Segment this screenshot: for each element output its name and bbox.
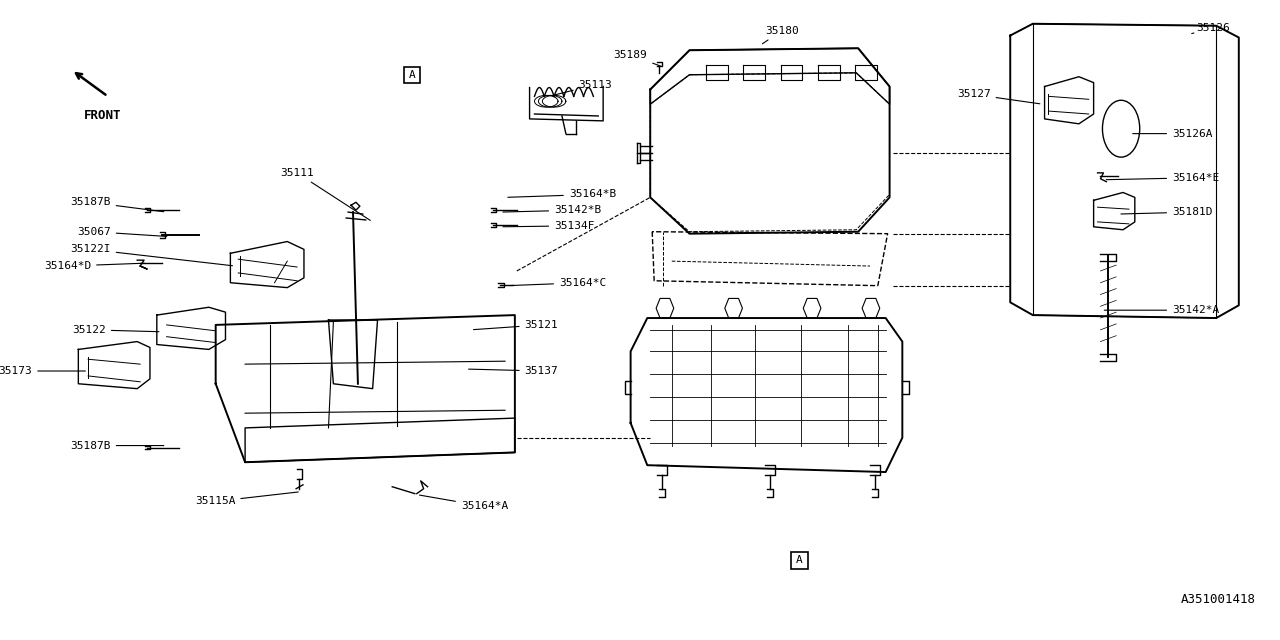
Text: A: A: [408, 70, 415, 80]
Text: 35187B: 35187B: [70, 440, 164, 451]
Text: 35111: 35111: [280, 168, 370, 220]
Text: 35122I: 35122I: [70, 244, 233, 266]
Text: 35164*B: 35164*B: [508, 189, 616, 200]
Text: A: A: [796, 556, 803, 565]
Bar: [791, 552, 808, 568]
Text: 35181D: 35181D: [1121, 207, 1212, 217]
Text: 35121: 35121: [474, 320, 558, 330]
Text: 35142*B: 35142*B: [503, 205, 602, 215]
Text: 35164*A: 35164*A: [420, 495, 508, 511]
Text: 35126A: 35126A: [1133, 129, 1212, 139]
Text: 35189: 35189: [613, 50, 660, 66]
Text: 35127: 35127: [957, 90, 1039, 104]
Text: 35164*E: 35164*E: [1106, 173, 1220, 183]
Text: 35126: 35126: [1192, 22, 1230, 33]
Text: 35137: 35137: [468, 366, 558, 376]
Text: 35164*D: 35164*D: [44, 261, 145, 271]
Text: A351001418: A351001418: [1180, 593, 1256, 607]
Text: 35142*A: 35142*A: [1105, 305, 1220, 315]
Text: 35187B: 35187B: [70, 197, 164, 212]
Bar: [403, 67, 420, 83]
Text: FRONT: FRONT: [84, 109, 122, 122]
Text: 35134F: 35134F: [503, 221, 595, 231]
Text: 35113: 35113: [552, 79, 612, 95]
Text: 35164*C: 35164*C: [509, 278, 607, 288]
Text: 35067: 35067: [77, 227, 166, 237]
Text: 35115A: 35115A: [195, 492, 298, 506]
Text: 35122: 35122: [72, 325, 159, 335]
Text: 35180: 35180: [763, 26, 799, 44]
Text: 35173: 35173: [0, 366, 86, 376]
